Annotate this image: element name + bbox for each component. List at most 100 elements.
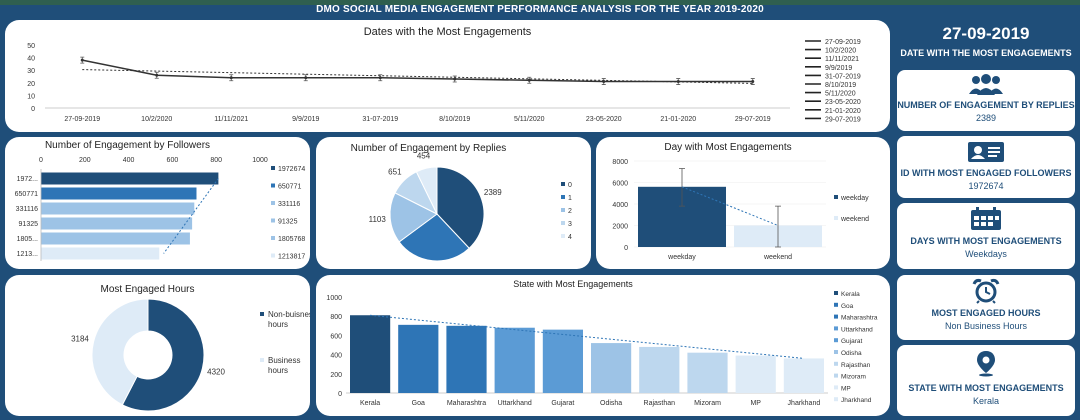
- legend-swatch: [260, 358, 264, 362]
- donut-slice: [91, 298, 149, 406]
- legend-swatch: [834, 373, 838, 378]
- data-label: 4320: [207, 367, 225, 376]
- legend-label: Uttarkhand: [841, 326, 873, 333]
- day-chart-panel: Day with Most Engagements 0 2000 4000 6000 8…: [596, 137, 890, 269]
- y-tick-label: 50: [27, 43, 35, 50]
- legend-label: 91325: [278, 219, 298, 226]
- kpi-top-date-label: DATE WITH THE MOST ENGAGEMENTS: [900, 48, 1072, 58]
- kpi-hours-card: MOST ENGAGED HOURS Non Business Hours: [897, 275, 1075, 340]
- legend-label: Rajasthan: [841, 362, 871, 369]
- map-pin-icon: [977, 351, 995, 377]
- y-tick-label: 6000: [612, 181, 628, 188]
- state-bar-chart: 0 200 400 600 800 1000 Kerala Goa Maharashtra Utt…: [326, 291, 878, 407]
- bar: [41, 172, 219, 185]
- y-tick-label: 91325: [19, 221, 39, 228]
- series-line: [82, 59, 753, 83]
- legend-label: MP: [841, 385, 851, 392]
- replies-pie-chart: 23891692110365145401234: [369, 152, 572, 262]
- x-tick-label: 600: [167, 157, 179, 164]
- legend-label: 8/10/2019: [825, 82, 856, 89]
- dashboard-title: DMO SOCIAL MEDIA ENGAGEMENT PERFORMANCE …: [316, 4, 764, 15]
- day-bar-chart: 0 2000 4000 6000 8000 weekday weekend weekday we…: [612, 159, 869, 261]
- x-tick-label: 10/2/2020: [141, 116, 172, 123]
- x-tick-label: 8/10/2019: [439, 116, 470, 123]
- bar: [494, 327, 535, 393]
- legend-label: 1213817: [278, 254, 305, 261]
- data-label: 651: [388, 167, 402, 176]
- legend-swatch: [834, 291, 838, 295]
- legend-label: 3: [568, 221, 572, 228]
- bar: [398, 324, 439, 393]
- data-point: [229, 76, 233, 80]
- x-tick-label: Maharashtra: [447, 400, 486, 407]
- x-tick-label: weekday: [667, 254, 696, 261]
- state-chart-panel: State with Most Engagements 0 200 400 600 80…: [316, 275, 890, 416]
- kpi-days-card: DAYS WITH MOST ENGAGEMENTS Weekdays: [897, 203, 1075, 269]
- legend-swatch: [271, 236, 275, 240]
- legend-swatch: [834, 302, 838, 307]
- hours-chart-title: Most Engaged Hours: [100, 284, 195, 295]
- dates-chart-panel: Dates with the Most Engagements 0 10 20 30 4…: [5, 20, 890, 132]
- y-tick-label: 331116: [16, 206, 38, 213]
- donut-slice: [121, 298, 205, 412]
- state-chart-title: State with Most Engagements: [513, 279, 633, 289]
- legend-swatch: [561, 234, 565, 238]
- followers-chart-title: Number of Engagement by Followers: [44, 140, 211, 151]
- kpi-state-card: STATE WITH MOST ENGAGEMENTS Kerala: [897, 345, 1075, 416]
- kpi-days-value: Weekdays: [965, 249, 1007, 259]
- bar: [591, 343, 632, 393]
- followers-bar-chart: 0 200 400 600 800 1000 1972... 650771 331116 9132…: [15, 157, 305, 261]
- y-tick-label: 1213...: [17, 251, 38, 258]
- y-tick-label: 0: [31, 106, 35, 113]
- legend-swatch: [834, 326, 838, 331]
- legend-label: 2: [568, 208, 572, 215]
- y-tick-label: 200: [330, 372, 342, 379]
- x-tick-label: Uttarkhand: [498, 400, 532, 407]
- data-point: [751, 80, 755, 84]
- legend-swatch: [271, 166, 275, 170]
- legend-label: weekday: [840, 195, 869, 202]
- legend-swatch: [834, 397, 838, 402]
- x-tick-label: 31-07-2019: [362, 116, 398, 123]
- legend-label: 11/11/2021: [825, 56, 859, 63]
- data-point: [80, 58, 84, 62]
- data-point: [453, 77, 457, 81]
- x-tick-label: 800: [210, 157, 222, 164]
- hours-chart-panel: Most Engaged Hours 43203184Non-buisnessh…: [5, 275, 310, 416]
- legend-label: 1: [568, 195, 572, 202]
- pie-slice: [436, 166, 485, 249]
- kpi-days-label: DAYS WITH MOST ENGAGEMENTS: [910, 236, 1062, 246]
- x-tick-label: 27-09-2019: [64, 116, 100, 123]
- kpi-hours-value: Non Business Hours: [944, 321, 1028, 331]
- legend-swatch: [271, 201, 275, 205]
- y-tick-label: 0: [624, 245, 628, 252]
- legend-label: 23-05-2020: [825, 99, 861, 106]
- legend-label: 331116: [278, 201, 300, 208]
- trend-line: [163, 178, 219, 254]
- x-tick-label: 400: [123, 157, 135, 164]
- data-point: [602, 80, 606, 84]
- x-tick-label: Kerala: [360, 400, 380, 407]
- pie-slice: [415, 166, 438, 215]
- bar: [783, 358, 824, 393]
- x-tick-label: Gujarat: [551, 400, 574, 407]
- x-tick-label: weekend: [763, 254, 792, 261]
- data-point: [676, 80, 680, 84]
- legend-swatch: [834, 350, 838, 354]
- legend-swatch: [834, 216, 838, 220]
- legend-label: 1805768: [278, 236, 305, 243]
- kpi-top-date: 27-09-2019 DATE WITH THE MOST ENGAGEMENT…: [897, 24, 1075, 58]
- legend-label: Goa: [841, 303, 854, 310]
- legend-label: 10/2/2020: [825, 48, 856, 55]
- data-point: [378, 76, 382, 80]
- legend-label-cont: hours: [268, 366, 288, 375]
- legend-label: Odisha: [841, 350, 862, 357]
- x-tick-label: Jharkhand: [788, 400, 821, 407]
- trend-line: [370, 314, 804, 359]
- kpi-replies-value: 2389: [975, 113, 997, 123]
- bar: [41, 187, 197, 200]
- y-tick-label: 0: [338, 391, 342, 398]
- legend-swatch: [561, 208, 565, 212]
- kpi-state-label: STATE WITH MOST ENGAGEMENTS: [908, 383, 1064, 393]
- dates-chart-title: Dates with the Most Engagements: [363, 26, 532, 38]
